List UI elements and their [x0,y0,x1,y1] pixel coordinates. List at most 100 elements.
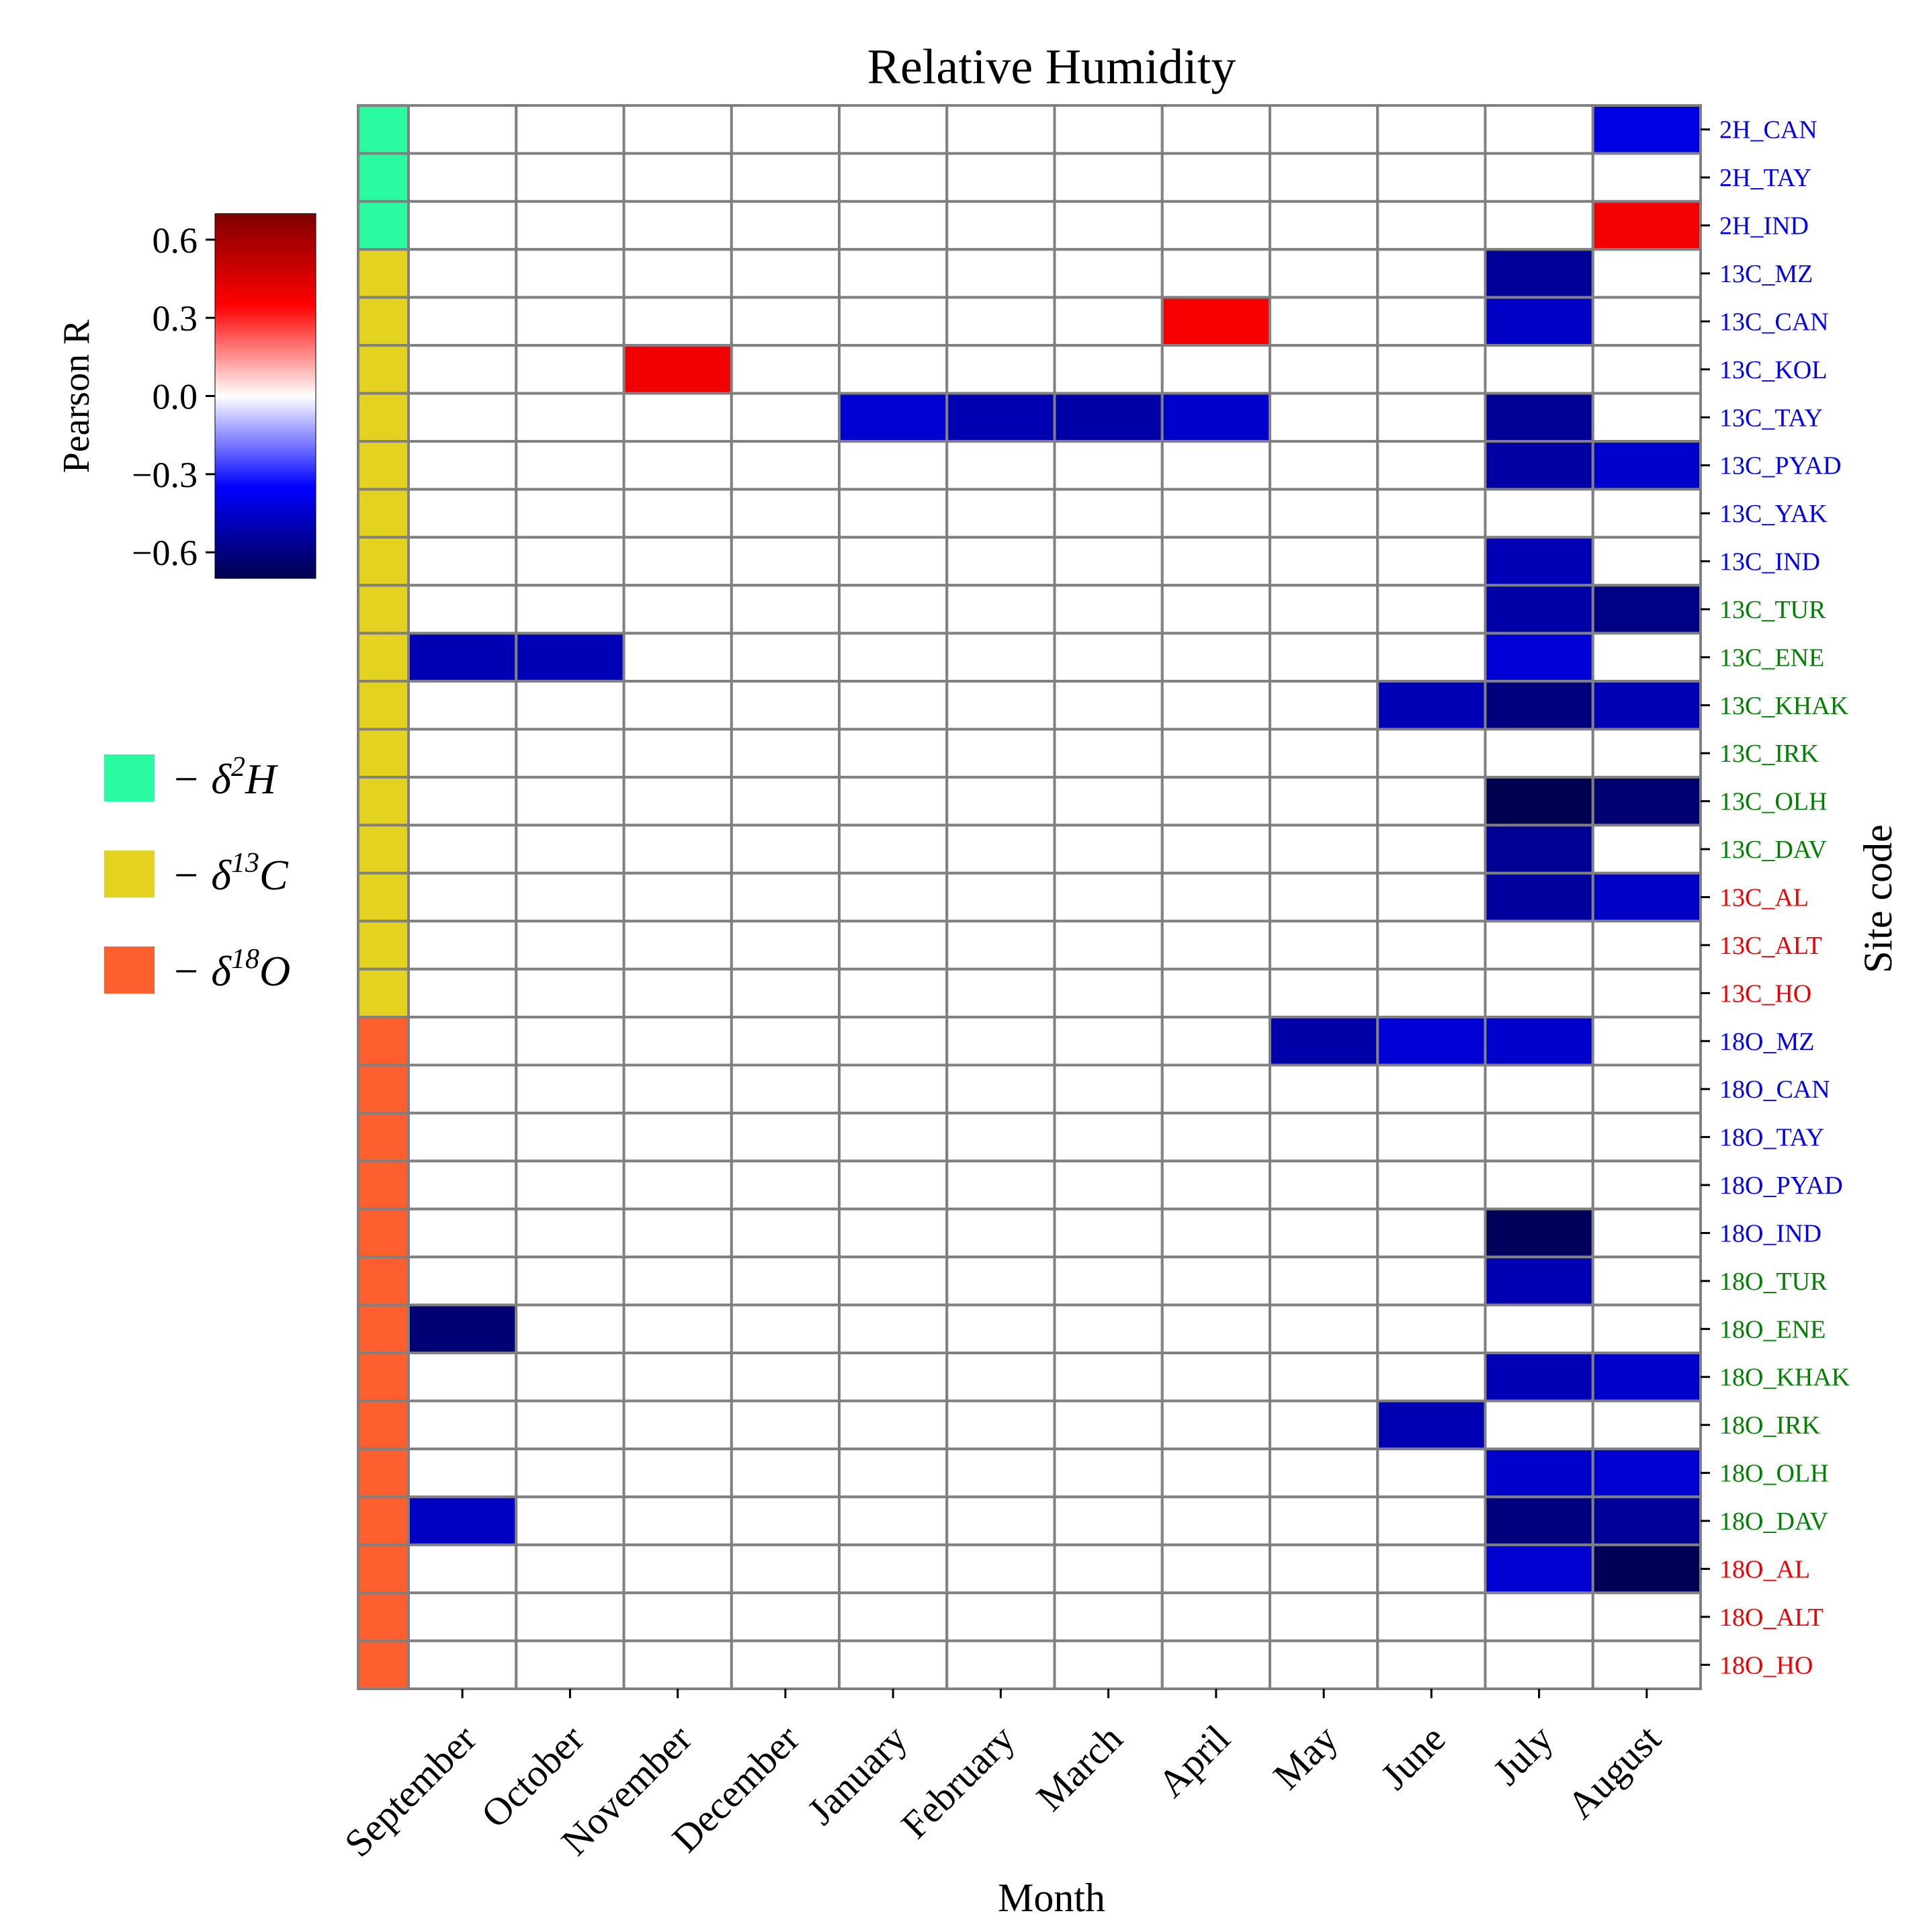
heatmap-cell [1269,344,1379,395]
y-tick-label: 18O_PYAD [1719,1172,1843,1200]
y-tick-label: 13C_YAK [1719,500,1828,528]
heatmap-cell [1484,1256,1594,1307]
heatmap-cell [622,248,733,299]
heatmap-cell [1376,871,1487,923]
heatmap-cell [407,824,518,875]
heatmap-cell [1591,392,1702,443]
heatmap-cell [1269,296,1379,347]
group-strip-cell [357,488,410,539]
heatmap-cell [1053,631,1164,683]
heatmap-cell [1591,631,1702,683]
heatmap-cell [515,1591,626,1642]
group-strip-cell [357,535,410,587]
heatmap-cell [1376,1016,1487,1067]
heatmap-cell [407,631,518,683]
heatmap-cell [1484,1639,1594,1690]
heatmap-cell [515,967,626,1019]
heatmap-cell [1160,871,1271,923]
heatmap-cell [945,584,1056,635]
heatmap-cell [730,439,841,491]
heatmap-cell [1053,439,1164,491]
heatmap-cell [1053,296,1164,347]
y-tick-label: 13C_MZ [1719,260,1813,288]
heatmap-cell [1053,152,1164,203]
heatmap-cell [1484,680,1594,731]
x-tick-label: August [1559,1716,1669,1827]
heatmap-cell [1484,728,1594,779]
heatmap-cell [622,1352,733,1403]
group-strip-cell [357,871,410,923]
group-strip-cell [357,1639,410,1690]
heatmap-cell [622,680,733,731]
x-tick-label: July [1484,1716,1561,1793]
heatmap-cell [730,631,841,683]
heatmap-cell [730,1256,841,1307]
heatmap-cell [838,1447,949,1499]
heatmap-cell [515,920,626,971]
group-strip-cell [357,1063,410,1114]
heatmap-cell [622,1016,733,1067]
heatmap-cell [1376,439,1487,491]
heatmap-cell [1053,1495,1164,1546]
heatmap-cell [730,1591,841,1642]
heatmap-cell [622,824,733,875]
heatmap-cell [838,1063,949,1114]
heatmap-cell [1591,1256,1702,1307]
heatmap-cell [1591,1207,1702,1259]
heatmap-cell [1484,200,1594,251]
heatmap-cell [1160,152,1271,203]
heatmap-cell [1053,344,1164,395]
heatmap-cell [1160,104,1271,155]
heatmap-cell [730,200,841,251]
heatmap-cell [730,1399,841,1450]
heatmap-cell [730,920,841,971]
heatmap-cell [945,1159,1056,1211]
group-strip-cell [357,920,410,971]
y-tick-label: 13C_ENE [1719,644,1824,672]
legend-swatch [104,947,155,994]
heatmap-cell [1160,584,1271,635]
heatmap-cell [730,967,841,1019]
heatmap-cell [1591,1352,1702,1403]
heatmap-cell [515,296,626,347]
heatmap-cell [730,1303,841,1355]
y-tick-label: 13C_PYAD [1719,452,1842,480]
heatmap-cell [622,1495,733,1546]
x-tick-label: June [1372,1716,1453,1798]
heatmap-cell [1484,631,1594,683]
heatmap-cell [1484,1495,1594,1546]
y-tick-label: 13C_KOL [1719,356,1827,384]
heatmap-cell [1160,967,1271,1019]
heatmap-cell [407,871,518,923]
heatmap-cell [1591,584,1702,635]
heatmap-cell [945,1495,1056,1546]
heatmap-cell [1484,1543,1594,1595]
heatmap-cell [1484,248,1594,299]
heatmap-cell [1269,1352,1379,1403]
y-tick-label: 13C_CAN [1719,308,1829,336]
heatmap-cell [945,1303,1056,1355]
heatmap-cell [1053,728,1164,779]
heatmap-cell [407,728,518,779]
heatmap-cell [1376,344,1487,395]
heatmap-cell [1269,1303,1379,1355]
heatmap-cell [1160,1016,1271,1067]
heatmap-cell [838,152,949,203]
heatmap-cell [1053,1063,1164,1114]
heatmap-cell [407,152,518,203]
heatmap-cell [1376,535,1487,587]
heatmap-cell [730,584,841,635]
heatmap-cell [1376,392,1487,443]
heatmap-cell [515,488,626,539]
heatmap-cell [1591,1111,1702,1163]
heatmap-cell [1591,1591,1702,1642]
heatmap-cell [622,1159,733,1211]
heatmap-cell [838,1016,949,1067]
heatmap-cell [407,1256,518,1307]
heatmap-cell [1269,920,1379,971]
colorbar-tick-label: −0.3 [132,455,198,495]
x-tick-label: February [893,1716,1023,1847]
heatmap-cell [407,680,518,731]
heatmap-cell [1591,1399,1702,1450]
